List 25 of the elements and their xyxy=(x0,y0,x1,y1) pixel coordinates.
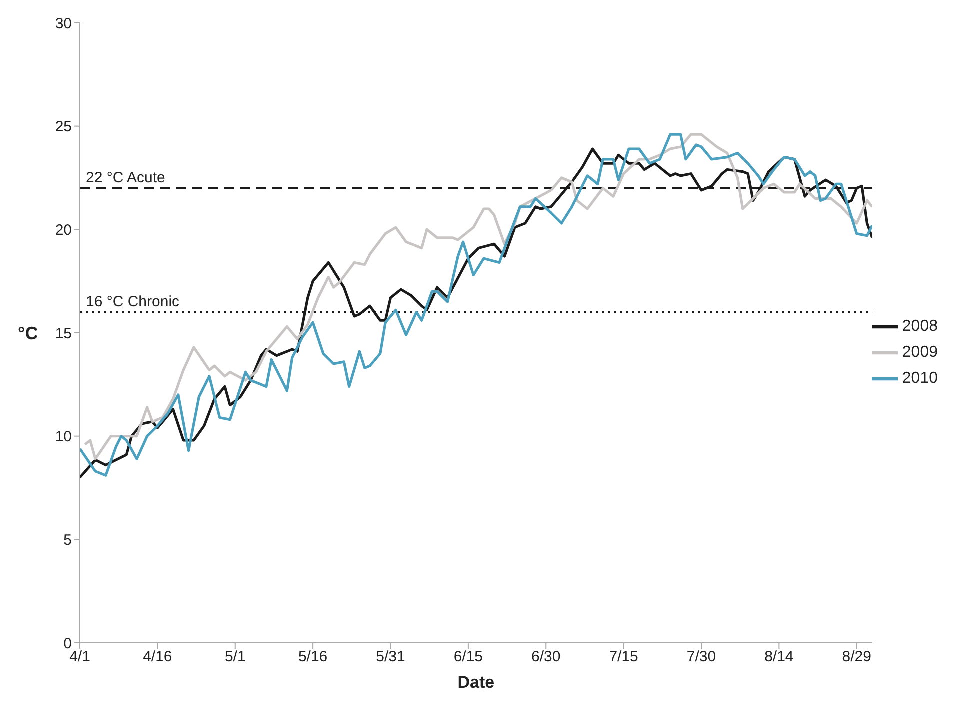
ref-line-label: 16 °C Chronic xyxy=(86,293,180,310)
legend-label: 2008 xyxy=(902,318,938,335)
y-axis-title: °C xyxy=(18,323,38,344)
legend-label: 2009 xyxy=(902,344,938,362)
y-tick-label: 0 xyxy=(64,635,72,652)
x-tick-label: 8/14 xyxy=(764,648,794,666)
y-tick-label: 5 xyxy=(64,532,72,549)
x-tick-label: 7/30 xyxy=(686,648,716,666)
x-tick-label: 4/16 xyxy=(143,648,172,666)
y-tick-label: 10 xyxy=(55,428,72,446)
y-tick-label: 30 xyxy=(55,15,72,32)
x-tick-label: 4/1 xyxy=(70,648,90,666)
x-tick-label: 6/30 xyxy=(532,648,561,666)
y-tick-label: 20 xyxy=(55,222,72,239)
x-tick-label: 5/31 xyxy=(376,648,406,666)
x-tick-label: 7/15 xyxy=(609,648,638,666)
x-tick-label: 5/1 xyxy=(224,648,246,666)
ref-line-label: 22 °C Acute xyxy=(86,169,166,186)
x-axis-title: Date xyxy=(458,673,495,692)
x-tick-label: 8/29 xyxy=(842,648,872,666)
x-tick-label: 6/15 xyxy=(454,648,484,666)
x-tick-label: 5/16 xyxy=(298,648,328,666)
legend-label: 2010 xyxy=(902,370,938,388)
y-tick-label: 15 xyxy=(55,325,72,342)
y-tick-label: 25 xyxy=(55,118,72,136)
